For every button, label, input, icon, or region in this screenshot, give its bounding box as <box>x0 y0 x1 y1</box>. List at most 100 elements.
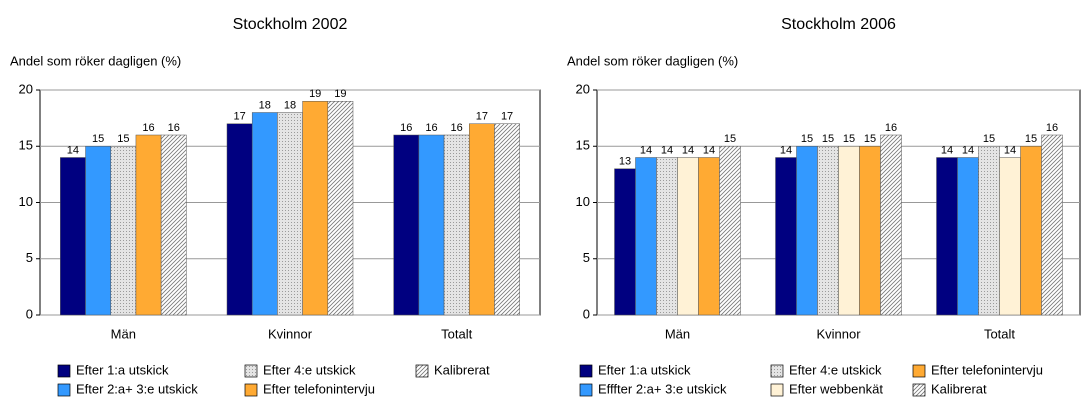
bar <box>719 146 741 316</box>
legend-swatch <box>912 364 926 378</box>
bar <box>160 134 187 316</box>
value-label: 15 <box>724 133 736 145</box>
value-label: 15 <box>117 133 129 145</box>
bar <box>796 146 818 316</box>
value-label: 16 <box>142 122 154 134</box>
bar <box>880 134 902 316</box>
legend-swatch <box>579 364 593 378</box>
bar <box>677 157 699 316</box>
x-tick-label: Män <box>111 326 136 341</box>
chart-title: Stockholm 2002 <box>233 16 348 33</box>
bar <box>443 134 470 316</box>
x-tick-label: Kvinnor <box>816 326 861 341</box>
legend-label: Efffter 2:a+ 3:e utskick <box>598 381 727 396</box>
bar <box>957 157 979 316</box>
bar <box>775 157 797 316</box>
value-label: 14 <box>640 144 652 156</box>
value-label: 15 <box>864 133 876 145</box>
value-label: 19 <box>334 88 346 100</box>
bar <box>698 157 720 316</box>
legend-label: Efter 1:a utskick <box>598 362 691 377</box>
y-tick-label: 10 <box>576 194 590 209</box>
y-axis-label: Andel som röker dagligen (%) <box>10 53 181 68</box>
x-tick-label: Män <box>665 326 690 341</box>
value-label: 15 <box>983 133 995 145</box>
bar <box>327 101 354 316</box>
value-label: 18 <box>259 99 271 111</box>
bar <box>635 157 657 316</box>
value-label: 15 <box>801 133 813 145</box>
value-label: 16 <box>885 122 897 134</box>
bar <box>838 146 860 316</box>
value-label: 16 <box>400 122 412 134</box>
bar <box>936 157 958 316</box>
y-axis-label: Andel som röker dagligen (%) <box>567 53 738 68</box>
value-label: 15 <box>843 133 855 145</box>
legend-label: Efter 2:a+ 3:e utskick <box>76 381 198 396</box>
y-tick-label: 0 <box>583 306 590 321</box>
bar <box>302 101 329 316</box>
bar <box>226 123 253 316</box>
value-label: 15 <box>92 133 104 145</box>
bar <box>85 146 111 316</box>
bar <box>277 112 303 316</box>
value-label: 15 <box>822 133 834 145</box>
y-tick-label: 15 <box>19 138 33 153</box>
legend-label: Efter 4:e utskick <box>789 362 882 377</box>
bar <box>978 146 1000 316</box>
value-label: 19 <box>309 88 321 100</box>
value-label: 16 <box>168 122 180 134</box>
value-label: 14 <box>682 144 694 156</box>
value-label: 14 <box>703 144 715 156</box>
y-tick-label: 5 <box>583 250 590 265</box>
value-label: 17 <box>501 111 513 123</box>
value-label: 14 <box>67 144 79 156</box>
value-label: 14 <box>962 144 974 156</box>
bar <box>1041 134 1063 316</box>
legend-swatch <box>57 364 71 378</box>
legend-label: Kalibrerat <box>434 362 490 377</box>
legend-swatch <box>57 383 71 397</box>
legend-swatch <box>770 364 784 378</box>
value-label: 14 <box>941 144 953 156</box>
bar <box>110 146 137 316</box>
bar <box>60 157 86 316</box>
value-label: 18 <box>284 99 296 111</box>
x-tick-label: Totalt <box>984 326 1015 341</box>
value-label: 17 <box>233 111 245 123</box>
bar <box>859 146 881 316</box>
value-label: 16 <box>425 122 437 134</box>
value-label: 15 <box>1025 133 1037 145</box>
y-tick-label: 10 <box>19 194 33 209</box>
value-label: 14 <box>780 144 792 156</box>
bar <box>1020 146 1042 316</box>
legend-swatch <box>579 383 593 397</box>
x-tick-label: Totalt <box>441 326 472 341</box>
y-tick-label: 20 <box>19 81 33 96</box>
legend-swatch <box>244 364 258 378</box>
legend-label: Kalibrerat <box>931 381 987 396</box>
bar <box>469 123 495 316</box>
bar <box>614 168 636 316</box>
value-label: 16 <box>1046 122 1058 134</box>
y-tick-label: 0 <box>26 306 33 321</box>
legend-swatch <box>244 383 258 397</box>
legend-label: Efter telefonintervju <box>931 362 1043 377</box>
legend-swatch <box>415 364 429 378</box>
legend-swatch <box>912 383 926 397</box>
y-tick-label: 15 <box>576 138 590 153</box>
value-label: 14 <box>1004 144 1016 156</box>
y-tick-label: 5 <box>26 250 33 265</box>
value-label: 13 <box>619 156 631 168</box>
chart-title: Stockholm 2006 <box>781 16 896 33</box>
legend-label: Efter 1:a utskick <box>76 362 169 377</box>
value-label: 14 <box>661 144 673 156</box>
bar <box>135 134 162 316</box>
value-label: 17 <box>476 111 488 123</box>
bar <box>418 134 445 316</box>
bar <box>393 134 420 316</box>
legend-label: Efter telefonintervju <box>263 381 375 396</box>
legend-swatch <box>770 383 784 397</box>
bar <box>494 123 520 316</box>
